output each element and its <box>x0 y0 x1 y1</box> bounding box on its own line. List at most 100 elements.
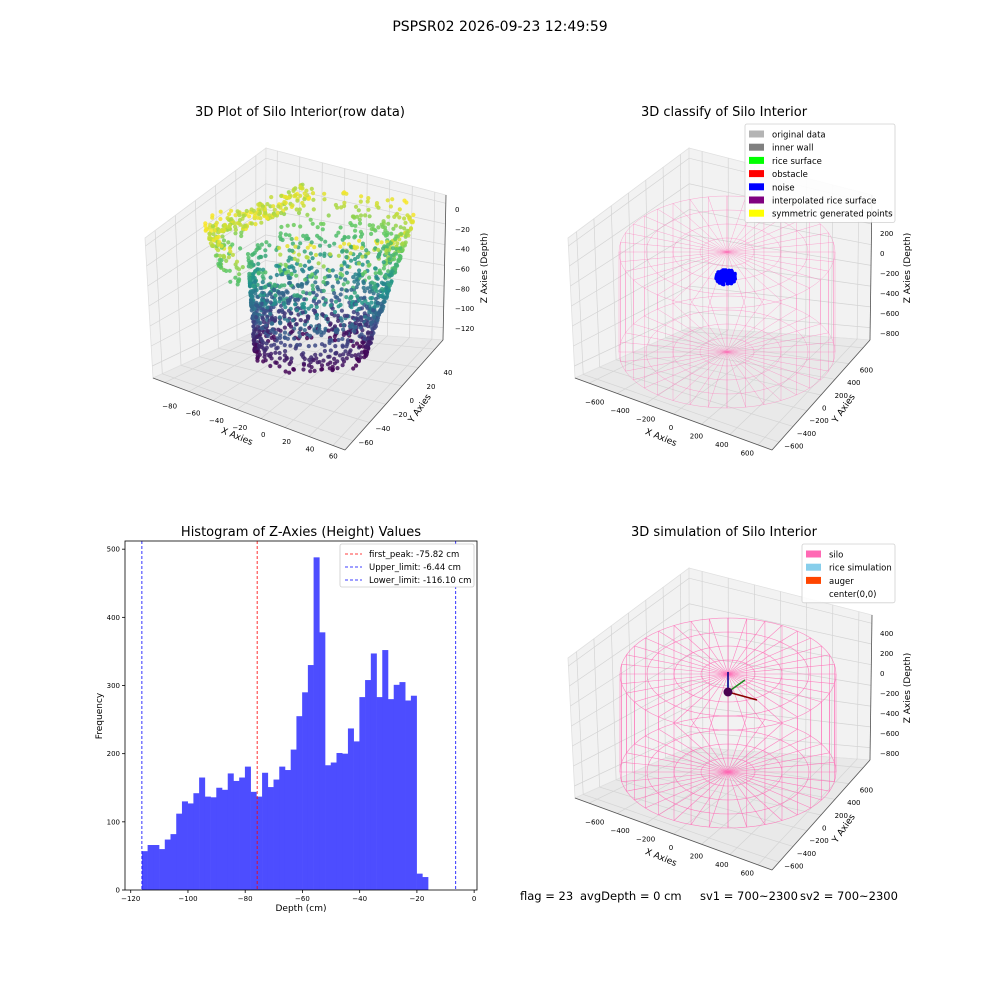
data-point <box>269 321 274 326</box>
data-point <box>240 265 245 270</box>
data-point <box>330 284 335 289</box>
data-point <box>256 255 261 260</box>
data-point <box>340 336 345 341</box>
data-point <box>255 353 260 358</box>
silo-floor-spoke <box>708 296 728 353</box>
data-point <box>370 295 375 301</box>
gridline-y <box>215 185 219 349</box>
data-point <box>222 254 227 259</box>
data-point <box>292 336 297 341</box>
x-axis-label: Depth (cm) <box>275 904 326 914</box>
histogram-bar <box>399 682 406 890</box>
data-point <box>353 321 358 326</box>
data-point <box>288 330 294 335</box>
gridline-y <box>583 794 780 863</box>
data-point <box>287 280 293 285</box>
data-point <box>339 318 344 323</box>
noise-point <box>720 279 725 284</box>
y-tick-label: 500 <box>107 546 120 554</box>
data-point <box>363 322 369 327</box>
data-point <box>336 253 341 258</box>
data-point <box>344 270 349 275</box>
data-point <box>344 191 349 196</box>
data-point <box>249 221 254 226</box>
data-point <box>338 225 343 230</box>
data-point <box>225 216 230 221</box>
data-point <box>283 232 288 237</box>
legend-swatch <box>749 156 764 164</box>
x-tick-label: −40 <box>209 417 224 425</box>
data-point <box>326 328 331 333</box>
data-point <box>356 322 362 327</box>
histogram-bar <box>193 793 200 890</box>
z-tick-label: −800 <box>880 330 899 338</box>
data-point <box>252 279 258 284</box>
data-point <box>288 275 293 280</box>
data-point <box>306 306 311 311</box>
x-tick-label: −600 <box>585 398 604 406</box>
data-point <box>388 204 393 209</box>
data-point <box>342 241 347 246</box>
data-point <box>262 351 267 356</box>
data-point <box>340 344 345 349</box>
data-point <box>330 367 336 372</box>
data-point <box>235 282 240 287</box>
silo-floor-spoke <box>727 771 822 801</box>
data-point <box>282 325 287 330</box>
gridline-y <box>593 638 600 788</box>
histogram-bar <box>284 770 291 890</box>
data-point <box>210 224 216 229</box>
data-point <box>255 243 260 248</box>
gridline-z <box>146 183 446 267</box>
gridline-y <box>235 170 238 340</box>
data-point <box>371 308 376 313</box>
simulation-3d-plot: −600−400−2000200400600−600−400−200020040… <box>567 525 913 878</box>
data-point <box>309 304 314 309</box>
data-point <box>267 243 272 248</box>
y-tick-label: −400 <box>797 850 816 858</box>
y-tick-label: 0 <box>116 887 120 895</box>
data-point <box>294 236 299 241</box>
data-point <box>340 363 345 368</box>
data-point <box>404 200 409 205</box>
x-tick-label: 200 <box>690 853 703 861</box>
data-point <box>230 242 235 247</box>
data-point <box>260 325 265 331</box>
histogram-bar <box>325 765 332 890</box>
data-point <box>385 198 390 203</box>
histogram-bar <box>359 697 366 890</box>
data-point <box>252 269 257 274</box>
data-point <box>214 235 219 240</box>
avg-depth-text: avgDepth = 0 cm <box>580 889 682 903</box>
data-point <box>344 255 349 260</box>
data-point <box>264 341 269 346</box>
data-point <box>312 368 317 373</box>
noise-point <box>724 278 728 283</box>
gridline-y <box>576 231 584 375</box>
data-point <box>298 224 303 229</box>
silo-floor-spoke <box>726 351 782 401</box>
data-point <box>402 226 407 231</box>
silo-floor-spoke <box>727 771 798 816</box>
data-point <box>343 277 348 282</box>
data-point <box>363 298 368 303</box>
silo-top-spoke <box>727 673 835 685</box>
noise-point <box>726 277 731 281</box>
silo-top-spoke <box>726 196 746 253</box>
y-tick-label: −60 <box>359 439 374 447</box>
data-point <box>328 322 333 327</box>
data-point <box>263 248 268 253</box>
data-point <box>226 225 231 230</box>
data-point <box>386 282 391 287</box>
data-point <box>335 359 340 364</box>
data-point <box>210 215 215 220</box>
data-point <box>224 258 229 263</box>
data-point <box>320 312 325 317</box>
histogram-bar <box>296 716 303 890</box>
data-point <box>345 264 350 269</box>
data-point <box>221 238 227 243</box>
data-point <box>389 279 394 284</box>
silo-floor-spoke <box>644 351 728 389</box>
data-point <box>220 234 225 239</box>
data-point <box>294 207 299 212</box>
